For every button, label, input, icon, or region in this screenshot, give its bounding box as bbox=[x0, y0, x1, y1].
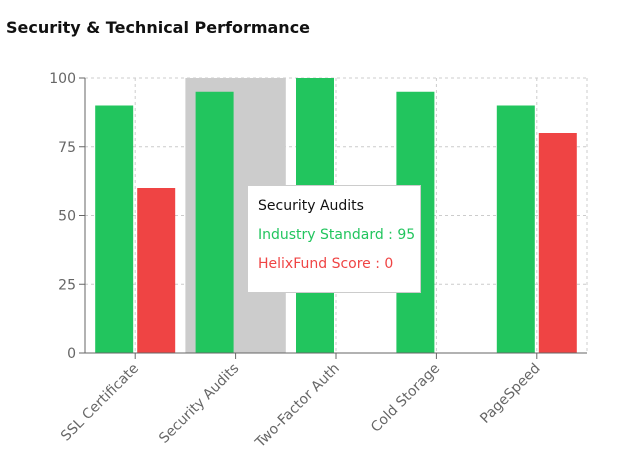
y-tick-label: 100 bbox=[49, 71, 76, 87]
x-tick-label: Cold Storage bbox=[368, 361, 443, 436]
x-tick-label: SSL Certificate bbox=[58, 361, 142, 445]
y-tick-label: 75 bbox=[58, 140, 76, 156]
x-tick-label: Two-Factor Auth bbox=[252, 361, 343, 452]
chart-title: Security & Technical Performance bbox=[6, 18, 311, 37]
bar-helixfund-score bbox=[137, 188, 176, 353]
x-tick-label: Security Audits bbox=[156, 361, 242, 447]
x-tick-label: PageSpeed bbox=[477, 361, 543, 427]
bar-industry-standard bbox=[95, 105, 134, 353]
tooltip: Security Audits Industry Standard : 95 H… bbox=[247, 185, 421, 293]
y-tick-label: 0 bbox=[67, 346, 76, 362]
y-tick-label: 25 bbox=[58, 277, 76, 293]
bar-industry-standard bbox=[496, 105, 535, 353]
bar-helixfund-score bbox=[538, 133, 577, 353]
y-tick-label: 50 bbox=[58, 209, 76, 225]
tooltip-title: Security Audits bbox=[258, 198, 364, 214]
bar-industry-standard bbox=[195, 91, 234, 353]
tooltip-helixfund-score: HelixFund Score : 0 bbox=[258, 256, 394, 272]
tooltip-industry-standard: Industry Standard : 95 bbox=[258, 227, 416, 243]
